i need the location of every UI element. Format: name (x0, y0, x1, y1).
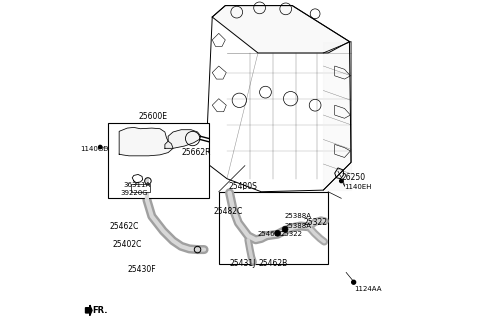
Text: 26250: 26250 (341, 173, 365, 182)
Bar (219, 192, 328, 264)
Text: 25322: 25322 (281, 231, 303, 237)
Bar (108, 123, 209, 198)
Text: 39220G: 39220G (120, 190, 148, 196)
Text: 25480S: 25480S (229, 182, 258, 191)
Polygon shape (212, 6, 349, 53)
Text: 25462B: 25462B (258, 259, 288, 268)
Polygon shape (85, 305, 92, 316)
Text: 1140GD: 1140GD (80, 146, 108, 152)
Text: 25462C: 25462C (109, 221, 139, 231)
Text: 25600E: 25600E (139, 112, 168, 121)
Text: 36311A: 36311A (123, 182, 151, 188)
Bar (131, 184, 150, 192)
Circle shape (282, 226, 288, 232)
Text: 25430F: 25430F (128, 265, 156, 274)
Text: 25388A: 25388A (285, 213, 312, 219)
Circle shape (352, 280, 356, 284)
Text: 25462C: 25462C (258, 231, 284, 237)
Text: 25482C: 25482C (214, 207, 243, 216)
Polygon shape (165, 130, 201, 148)
Circle shape (98, 145, 102, 149)
Text: FR.: FR. (92, 306, 108, 316)
Text: 1124AA: 1124AA (354, 286, 382, 292)
Text: 25402C: 25402C (113, 239, 142, 249)
Text: 25388A: 25388A (285, 223, 312, 229)
Text: 25322: 25322 (304, 218, 328, 227)
Text: 25431J: 25431J (229, 259, 256, 268)
Polygon shape (119, 127, 173, 156)
Circle shape (275, 230, 280, 236)
Text: 1140EH: 1140EH (345, 184, 372, 190)
Circle shape (340, 179, 343, 183)
Text: 25662R: 25662R (181, 148, 211, 157)
